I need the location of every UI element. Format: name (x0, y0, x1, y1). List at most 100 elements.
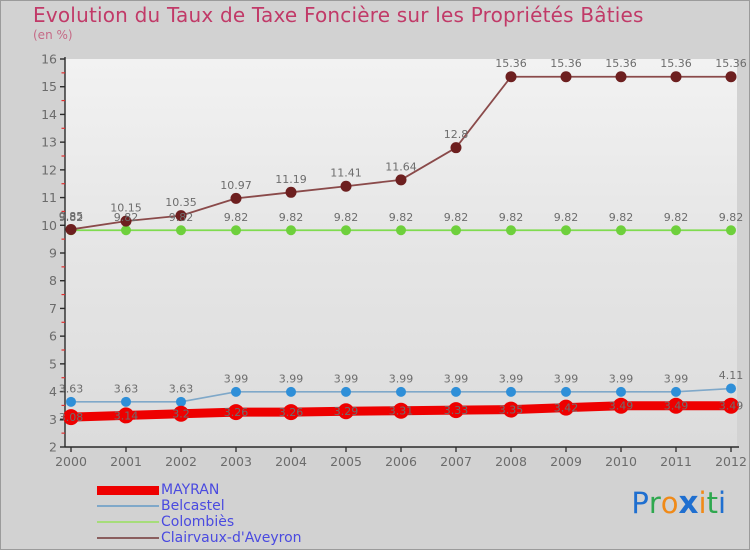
data-label: 4.11 (719, 369, 744, 382)
data-point (506, 225, 516, 236)
y-tick-label: 3 (49, 412, 57, 427)
legend-item-colombi-s[interactable]: Colombiès (97, 514, 417, 530)
data-label: 3.08 (59, 411, 84, 424)
data-label: 10.97 (220, 179, 252, 192)
data-label: 10.35 (165, 196, 197, 209)
data-label: 15.36 (715, 57, 747, 70)
data-point (393, 402, 409, 419)
data-point (175, 210, 187, 222)
data-label: 3.63 (169, 382, 194, 395)
legend-item-clairvaux-d-aveyron[interactable]: Clairvaux-d'Aveyron (97, 530, 417, 546)
data-label: 3.99 (609, 372, 634, 385)
series-belcastel (66, 383, 736, 407)
x-tick-label: 2000 (55, 454, 87, 469)
x-tick-label: 2002 (165, 454, 197, 469)
data-label: 3.99 (664, 372, 689, 385)
data-point (285, 186, 297, 198)
data-point (671, 386, 681, 397)
logo-letter: i (698, 486, 707, 520)
y-tick-label: 11 (41, 190, 57, 205)
data-point (726, 225, 736, 236)
data-point (121, 225, 131, 236)
legend-swatch (97, 485, 159, 495)
x-tick-label: 2010 (605, 454, 637, 469)
data-label: 3.26 (279, 406, 304, 419)
data-point (505, 71, 517, 83)
data-point (231, 225, 241, 236)
data-label: 9.82 (279, 211, 304, 224)
data-label: 9.82 (499, 211, 524, 224)
x-tick-label: 2008 (495, 454, 527, 469)
title-block: Evolution du Taux de Taxe Foncière sur l… (33, 3, 644, 42)
x-tick-label: 2001 (110, 454, 142, 469)
data-label: 9.82 (334, 211, 359, 224)
data-point (338, 403, 354, 420)
data-point (121, 396, 131, 407)
data-point (120, 215, 132, 227)
data-point (450, 142, 462, 154)
y-tick-label: 4 (49, 384, 57, 399)
data-point (286, 386, 296, 397)
legend-label: Colombiès (161, 513, 235, 530)
legend-swatch (97, 521, 159, 523)
data-label: 3.99 (499, 372, 524, 385)
data-label: 3.31 (389, 405, 414, 418)
data-point (65, 223, 77, 235)
data-label: 3.2 (172, 408, 190, 421)
legend-label: Belcastel (161, 497, 225, 514)
logo-letter: i (717, 486, 726, 520)
y-tick-label: 15 (41, 79, 57, 94)
data-label: 3.49 (609, 400, 634, 413)
value-labels: 3.08 3.14 3.2 3.26 3.26 3.29 3.31 3.33 3.35 3.42 3… (59, 57, 747, 424)
chart-canvas: 2 3 4 5 6 7 8 9 10 11 12 13 14 15 16 2000 2001 2002 2003 20… (41, 52, 747, 470)
y-tick-label: 5 (49, 356, 57, 371)
y-tick-label: 8 (49, 273, 57, 288)
data-point (176, 396, 186, 407)
data-label: 9.82 (389, 211, 414, 224)
logo-letter: r (648, 486, 661, 520)
data-point (560, 71, 572, 83)
chart-subtitle: (en %) (33, 28, 73, 42)
logo-letter: x (678, 485, 699, 521)
legend-item-mayran[interactable]: MAYRAN (97, 482, 417, 498)
data-point (341, 225, 351, 236)
x-tick-label: 2004 (275, 454, 307, 469)
data-point (448, 402, 464, 419)
data-label: 9.82 (609, 211, 634, 224)
logo-letter: P (631, 486, 649, 520)
data-label: 9.82 (719, 211, 744, 224)
data-point (723, 397, 739, 414)
data-point (231, 386, 241, 397)
data-label: 3.63 (114, 382, 139, 395)
logo-letter: o (660, 486, 679, 520)
x-tick-label: 2007 (440, 454, 472, 469)
data-label: 11.64 (385, 160, 417, 173)
y-tick-label: 2 (49, 440, 57, 455)
data-point (118, 407, 134, 424)
data-point (63, 409, 79, 426)
data-point (66, 396, 76, 407)
legend-swatch (97, 505, 159, 507)
x-tick-label: 2003 (220, 454, 252, 469)
data-point (671, 225, 681, 236)
data-point (396, 386, 406, 397)
data-label: 3.99 (334, 372, 359, 385)
data-label: 3.99 (554, 372, 579, 385)
data-point (561, 386, 571, 397)
y-tick-label: 13 (41, 135, 57, 150)
data-point (503, 401, 519, 418)
data-label: 9.82 (59, 211, 84, 224)
data-label: 3.26 (224, 406, 249, 419)
y-tick-label: 12 (41, 162, 57, 177)
data-label: 10.15 (110, 202, 142, 215)
data-label: 3.42 (554, 402, 579, 415)
data-label: 3.49 (664, 400, 689, 413)
data-point (340, 180, 352, 192)
plot-area (65, 59, 737, 447)
series-mayran (63, 397, 739, 426)
data-label: 15.36 (605, 57, 637, 70)
data-point (615, 71, 627, 83)
y-tick-label: 9 (49, 246, 57, 261)
data-point (395, 174, 407, 186)
legend-item-belcastel[interactable]: Belcastel (97, 498, 417, 514)
